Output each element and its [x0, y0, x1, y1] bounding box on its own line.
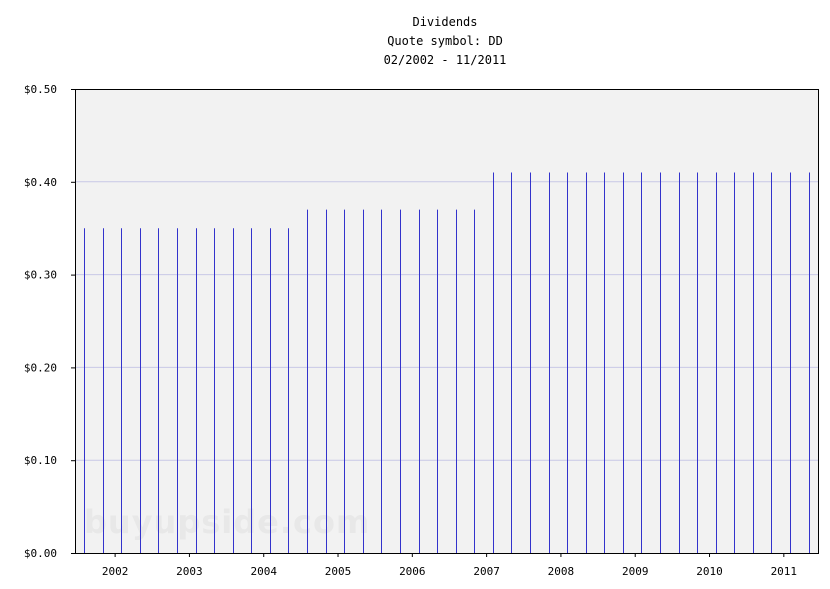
- y-axis-ticks: $0.00 $0.10 $0.20 $0.30 $0.40 $0.50: [24, 83, 75, 560]
- x-tick-label: 2003: [176, 565, 203, 578]
- y-tick-label: $0.30: [24, 269, 57, 282]
- x-axis-ticks: 2002 2003 2004 2005 2006 2007 2008 2009 2010 2011: [102, 553, 797, 578]
- grid-lines: [75, 181, 818, 461]
- dividend-bars: [84, 172, 810, 553]
- x-tick-label: 2004: [250, 565, 277, 578]
- axes: [75, 89, 819, 554]
- y-tick-label: $0.00: [24, 547, 57, 560]
- chart-subtitle: Quote symbol: DD: [387, 34, 503, 48]
- x-tick-label: 2007: [473, 565, 500, 578]
- x-tick-label: 2006: [399, 565, 426, 578]
- x-tick-label: 2002: [102, 565, 129, 578]
- x-tick-label: 2009: [622, 565, 649, 578]
- y-tick-label: $0.10: [24, 454, 57, 467]
- y-tick-label: $0.40: [24, 176, 57, 189]
- x-tick-label: 2005: [325, 565, 352, 578]
- y-tick-label: $0.50: [24, 83, 57, 96]
- x-tick-label: 2010: [696, 565, 723, 578]
- plot-frame: [75, 89, 819, 554]
- plot-area: [75, 89, 818, 553]
- chart-date-range: 02/2002 - 11/2011: [384, 53, 507, 67]
- watermark-text: buyupside.com: [84, 503, 370, 541]
- x-tick-label: 2008: [548, 565, 575, 578]
- x-tick-label: 2011: [771, 565, 798, 578]
- chart-title: Dividends: [412, 15, 477, 29]
- y-tick-label: $0.20: [24, 361, 57, 374]
